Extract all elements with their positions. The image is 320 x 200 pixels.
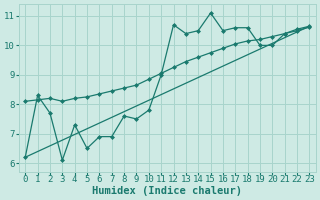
X-axis label: Humidex (Indice chaleur): Humidex (Indice chaleur) [92,186,242,196]
